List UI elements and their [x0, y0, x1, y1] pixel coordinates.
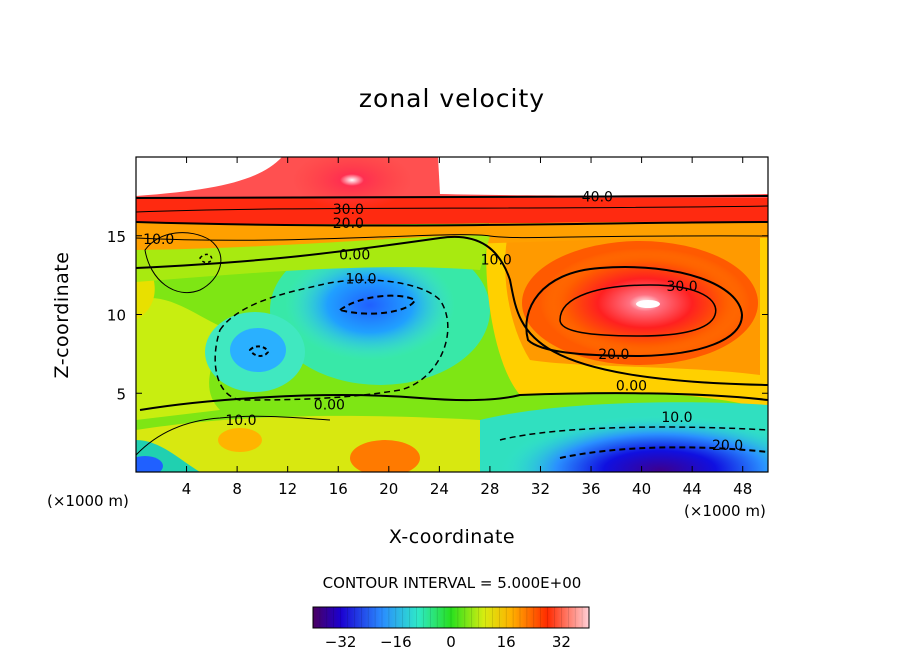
x-tick-label: 16 — [329, 480, 348, 498]
y-axis-label: Z-coordinate — [51, 251, 73, 379]
x-tick-label: 20 — [379, 480, 398, 498]
contour-label: 10.0 — [143, 232, 174, 248]
x-tick-label: 12 — [278, 480, 297, 498]
x-axis-label: X-coordinate — [388, 526, 516, 548]
contour-label: 40.0 — [582, 189, 613, 205]
contour-label: 10.0 — [225, 413, 256, 429]
colorbar — [312, 606, 590, 629]
contour-interval-label: CONTOUR INTERVAL = 5.000E+00 — [322, 574, 582, 592]
contour-label: 20.0 — [333, 216, 364, 232]
x-tick-label: 36 — [581, 480, 600, 498]
contour-label: 20.0 — [712, 438, 743, 454]
contour-label: 30.0 — [666, 279, 697, 295]
x-tick-label: 8 — [232, 480, 242, 498]
x-tick-label: 44 — [683, 480, 702, 498]
contour-label: 10.0 — [345, 271, 376, 287]
contour-labels: 40.030.020.010.00.00 10.010.0 30.020.00.00… — [143, 189, 743, 454]
y-tick-label: 5 — [116, 385, 126, 403]
colorbar-tick-label: 16 — [497, 633, 516, 651]
x-tick-label: 4 — [182, 480, 192, 498]
contour-lines — [136, 195, 768, 459]
x-tick-label: 48 — [733, 480, 752, 498]
contour-label: 10.0 — [481, 252, 512, 268]
contour-label: 0.00 — [339, 248, 370, 264]
chart-title: zonal velocity — [358, 84, 546, 113]
x-tick-label: 40 — [632, 480, 651, 498]
contour-label: 10.0 — [661, 410, 692, 426]
x-tick-label: 28 — [480, 480, 499, 498]
colorbar-bands — [319, 607, 583, 628]
y-tick-label: 15 — [107, 228, 126, 246]
y-unit-label: (×1000 m) — [47, 492, 129, 510]
colorbar-tick-labels: −32 −16 0 16 32 — [325, 633, 571, 651]
colorbar-tick-label: 32 — [552, 633, 571, 651]
x-tick-label: 24 — [430, 480, 449, 498]
y-tick-label: 10 — [107, 307, 126, 325]
x-tick-label: 32 — [531, 480, 550, 498]
x-unit-label: (×1000 m) — [684, 502, 766, 520]
colorbar-tick-label: −32 — [325, 633, 357, 651]
contour-label: 20.0 — [598, 347, 629, 363]
contour-label: 30.0 — [333, 202, 364, 218]
velocity-field — [136, 157, 768, 472]
colorbar-tick-label: −16 — [380, 633, 412, 651]
contour-label: 0.00 — [314, 397, 345, 413]
contour-label: 0.00 — [616, 378, 647, 394]
colorbar-tick-label: 0 — [446, 633, 456, 651]
